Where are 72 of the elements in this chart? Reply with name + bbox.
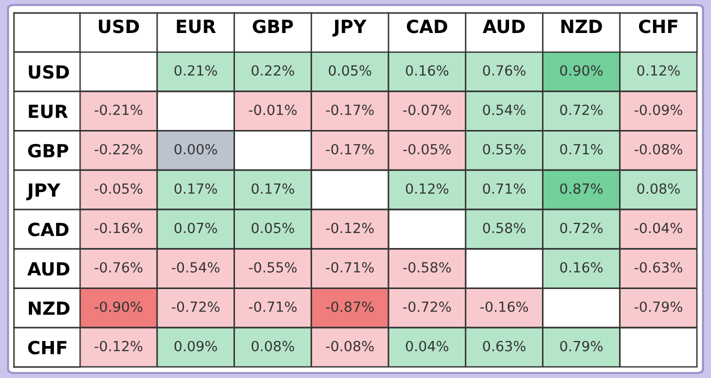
- data-label: 0.71%: [560, 144, 603, 154]
- y-tick-label: JPY: [26, 184, 60, 200]
- data-label: 0.79%: [560, 340, 603, 352]
- data-label: 0.12%: [406, 183, 448, 194]
- data-label: -0.71%: [326, 262, 374, 273]
- data-label: 0.12%: [637, 65, 680, 76]
- data-label: -0.21%: [94, 104, 142, 116]
- data-label: 0.21%: [174, 65, 217, 76]
- data-label: 0.08%: [252, 340, 294, 352]
- data-label: 0.17%: [174, 183, 217, 194]
- y-tick-label: GBP: [28, 144, 68, 158]
- data-label: 0.16%: [560, 262, 603, 273]
- data-label: -0.71%: [248, 301, 297, 312]
- data-label: -0.01%: [248, 104, 297, 116]
- x-tick-label: CHF: [638, 20, 678, 34]
- data-label: -0.17%: [326, 104, 374, 116]
- x-tick-label: EUR: [176, 20, 216, 34]
- x-tick-label: NZD: [561, 20, 602, 33]
- y-tick-label: CHF: [28, 340, 66, 354]
- data-label: -0.08%: [326, 340, 374, 352]
- data-label: 0.16%: [406, 65, 448, 76]
- x-tick-label: GBP: [252, 20, 293, 34]
- data-label: 0.07%: [174, 222, 217, 234]
- data-label: -0.09%: [634, 104, 682, 116]
- data-label: -0.79%: [634, 301, 682, 312]
- data-label: -0.12%: [94, 340, 142, 352]
- data-label: -0.12%: [326, 222, 374, 234]
- data-label: -0.58%: [403, 262, 451, 273]
- data-label: 0.71%: [483, 183, 526, 194]
- x-tick-label: JPY: [332, 20, 367, 37]
- data-label: -0.87%: [326, 301, 374, 312]
- data-label: 0.76%: [483, 65, 526, 76]
- data-label: 0.17%: [252, 183, 294, 194]
- data-label: 0.63%: [483, 340, 526, 352]
- data-label: -0.05%: [94, 183, 142, 194]
- data-label: 0.55%: [483, 144, 526, 154]
- data-label: 0.00%: [174, 144, 217, 154]
- data-label: 0.08%: [637, 183, 680, 194]
- data-label: -0.07%: [403, 104, 451, 116]
- data-label: -0.17%: [326, 144, 374, 154]
- y-tick-label: USD: [28, 65, 69, 79]
- data-label: -0.05%: [403, 144, 451, 154]
- data-label: 0.09%: [174, 340, 217, 352]
- data-label: -0.16%: [480, 301, 528, 312]
- data-label: 0.72%: [560, 104, 603, 116]
- y-tick-label: EUR: [28, 104, 68, 118]
- data-label: 0.22%: [252, 65, 294, 76]
- data-label: -0.90%: [94, 301, 142, 312]
- data-label: -0.76%: [94, 262, 142, 273]
- data-label: -0.08%: [634, 144, 682, 154]
- x-tick-label: USD: [98, 20, 139, 34]
- data-label: 0.90%: [560, 65, 603, 76]
- x-tick-label: AUD: [482, 20, 525, 34]
- data-label: 0.05%: [252, 222, 294, 234]
- y-tick-label: NZD: [28, 302, 70, 315]
- data-label: -0.22%: [94, 144, 142, 154]
- data-label: 0.72%: [560, 222, 603, 234]
- y-tick-label: AUD: [27, 262, 70, 276]
- data-label: -0.55%: [248, 262, 297, 273]
- data-label: -0.72%: [403, 301, 451, 312]
- y-tick-label: CAD: [28, 222, 68, 236]
- data-label: 0.04%: [406, 340, 448, 352]
- data-label: 0.54%: [483, 104, 526, 116]
- data-label: -0.04%: [634, 222, 682, 234]
- x-tick-label: CAD: [406, 20, 448, 34]
- data-label: -0.63%: [634, 262, 682, 273]
- data-label: 0.87%: [560, 183, 603, 194]
- data-label: 0.58%: [483, 222, 526, 234]
- data-label: -0.72%: [172, 301, 220, 312]
- data-label: 0.05%: [328, 65, 372, 76]
- data-label: -0.54%: [172, 262, 220, 273]
- data-label: -0.16%: [94, 222, 142, 234]
